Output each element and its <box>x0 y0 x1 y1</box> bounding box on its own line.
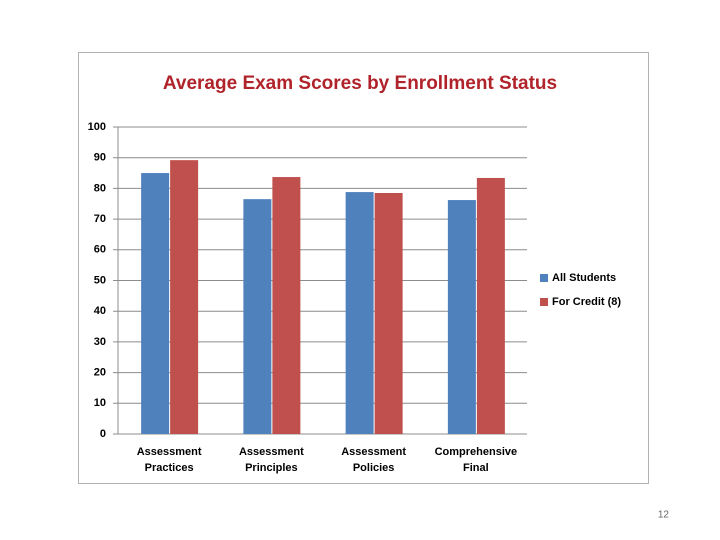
y-tick-label: 0 <box>100 428 106 440</box>
bar <box>243 199 272 434</box>
legend-swatch <box>540 298 548 306</box>
legend-label: For Credit (8) <box>552 296 621 308</box>
bar <box>476 177 505 434</box>
x-tick-label: Comprehensive Final <box>435 446 518 474</box>
y-tick-label: 90 <box>94 152 106 164</box>
y-tick-label: 100 <box>88 121 106 133</box>
chart-title: Average Exam Scores by Enrollment Status <box>163 73 557 94</box>
slide-number: 12 <box>658 510 670 521</box>
legend-swatch <box>540 274 548 282</box>
y-tick-label: 10 <box>94 397 106 409</box>
y-tick-label: 50 <box>94 274 106 286</box>
bar <box>141 173 170 435</box>
y-tick-label: 60 <box>94 244 106 256</box>
bar <box>374 193 403 434</box>
y-tick-label: 40 <box>94 305 106 317</box>
y-tick-label: 20 <box>94 367 106 379</box>
bar <box>170 160 199 434</box>
bar <box>272 177 301 434</box>
x-tick-label: Assessment Practices <box>137 446 202 474</box>
legend-label: All Students <box>552 272 616 284</box>
y-tick-label: 80 <box>94 182 106 194</box>
x-tick-label: Assessment Principles <box>239 446 304 474</box>
y-tick-label: 70 <box>94 213 106 225</box>
bar <box>345 192 374 434</box>
y-tick-label: 30 <box>94 336 106 348</box>
bar <box>447 200 476 434</box>
x-tick-label: Assessment Policies <box>341 446 406 474</box>
